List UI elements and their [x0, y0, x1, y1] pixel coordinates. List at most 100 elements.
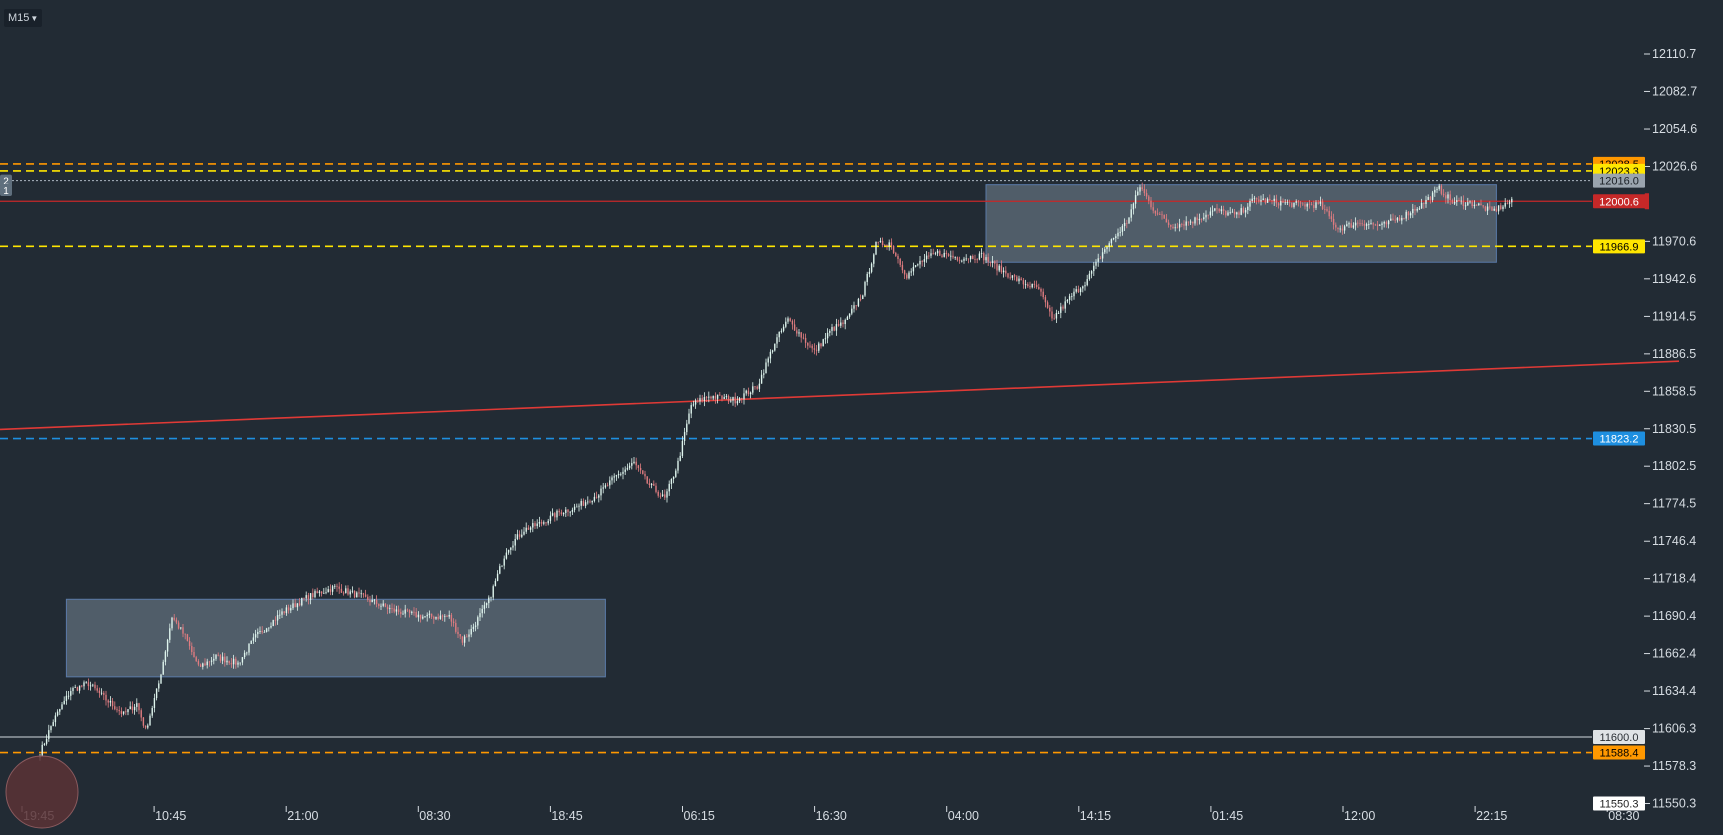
- candle-body: [1416, 208, 1418, 211]
- candle-body: [1502, 206, 1504, 210]
- candle-body: [100, 692, 103, 694]
- candle-body: [1284, 202, 1286, 204]
- price-tick-label: 11774.5: [1652, 497, 1696, 511]
- candle-body: [1508, 202, 1511, 204]
- candle-body: [43, 743, 46, 745]
- candle-body: [914, 265, 917, 267]
- candle-body: [455, 623, 457, 632]
- candle-body: [987, 257, 989, 262]
- candle-body: [290, 608, 292, 611]
- candle-body: [591, 500, 593, 503]
- candle-body: [820, 343, 822, 347]
- candle-body: [463, 636, 466, 643]
- candle-body: [516, 534, 519, 540]
- candle-body: [736, 401, 739, 404]
- candle-body: [492, 586, 494, 598]
- candle-body: [338, 586, 340, 589]
- candle-body: [252, 637, 255, 641]
- level-tag-9: [1593, 796, 1645, 811]
- candle-body: [1361, 223, 1363, 225]
- candle-body: [428, 613, 431, 615]
- candle-body: [461, 636, 464, 643]
- candle-body: [1233, 211, 1236, 215]
- candle-body: [292, 603, 294, 609]
- candle-body: [868, 271, 871, 274]
- candle-body: [793, 324, 796, 331]
- candle-body: [164, 651, 167, 662]
- candle-body: [1335, 224, 1337, 228]
- candle-body: [441, 615, 444, 617]
- candle-body: [1033, 283, 1036, 285]
- candle-body: [1346, 224, 1348, 227]
- candle-body: [1343, 226, 1346, 231]
- zones-layer: [65, 184, 1497, 678]
- candle-body: [606, 485, 609, 487]
- candle-body: [408, 610, 411, 613]
- candle-body: [166, 639, 169, 652]
- candle-body: [518, 534, 521, 537]
- candle-body: [725, 396, 728, 398]
- candle-body: [1504, 203, 1506, 207]
- candle-body: [50, 726, 52, 731]
- candle-body: [1321, 201, 1324, 210]
- candle-body: [1313, 205, 1315, 208]
- candle-body: [1365, 224, 1368, 226]
- candle-body: [1244, 210, 1247, 213]
- candle-body: [1022, 280, 1025, 285]
- candle-body: [664, 494, 666, 498]
- candle-body: [501, 565, 503, 567]
- candle-body: [345, 588, 347, 593]
- candle-body: [1088, 273, 1091, 280]
- candle-body: [1187, 221, 1190, 223]
- candle-body: [1493, 208, 1495, 211]
- candle-body: [1497, 205, 1500, 212]
- candle-body: [1302, 203, 1304, 205]
- candle-body: [648, 483, 651, 486]
- candle-body: [859, 298, 862, 300]
- candle-body: [1332, 218, 1335, 225]
- candle-body: [589, 501, 591, 503]
- candle-body: [375, 599, 378, 604]
- candle-body: [617, 474, 620, 476]
- candle-body: [246, 652, 248, 654]
- candle-body: [1211, 210, 1214, 212]
- candle-body: [67, 695, 70, 697]
- candle-body: [562, 512, 565, 515]
- candle-body: [639, 468, 642, 471]
- candle-body: [450, 614, 453, 622]
- candle-body: [1062, 306, 1064, 309]
- candle-body: [1405, 211, 1407, 219]
- candle-body: [92, 684, 94, 686]
- timeframe-selector[interactable]: M15▼: [4, 9, 43, 27]
- candle-body: [798, 332, 800, 334]
- price-tick-label: 11914.5: [1652, 309, 1696, 323]
- candle-body: [802, 337, 805, 339]
- candle-body: [1286, 202, 1289, 203]
- candle-body: [474, 625, 477, 627]
- candle-body: [939, 250, 941, 256]
- candle-body: [967, 258, 970, 260]
- candle-body: [855, 305, 857, 307]
- candle-body: [1297, 201, 1300, 203]
- candle-body: [347, 588, 349, 595]
- candle-body: [378, 603, 380, 607]
- candle-body: [952, 255, 954, 258]
- candle-body: [923, 259, 926, 262]
- candle-body: [320, 591, 323, 594]
- candle-body: [63, 700, 65, 705]
- candle-body: [468, 634, 470, 637]
- candle-body: [1295, 201, 1297, 203]
- candle-body: [1029, 286, 1031, 288]
- candle-body: [666, 491, 668, 498]
- candle-body: [199, 664, 202, 667]
- candle-body: [206, 661, 208, 666]
- candle-body: [1409, 213, 1412, 216]
- price-tick-label: 11634.4: [1652, 684, 1696, 698]
- candle-body: [76, 687, 79, 691]
- candle-body: [1271, 200, 1273, 201]
- price-tick-label: 12054.6: [1652, 122, 1697, 136]
- candle-body: [848, 313, 851, 317]
- candle-body: [694, 400, 697, 405]
- candle-body: [1225, 210, 1227, 216]
